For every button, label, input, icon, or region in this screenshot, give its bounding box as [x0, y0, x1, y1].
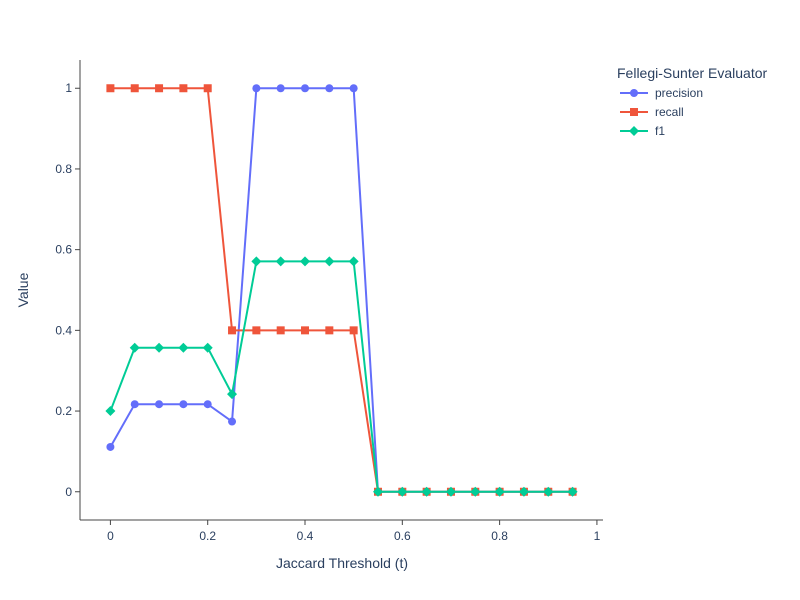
- x-axis-ticks: 0 0.2 0.4 0.6 0.8 1: [107, 520, 601, 543]
- f1-point: [105, 406, 116, 417]
- y-tick-label: 0.2: [55, 404, 72, 418]
- f1-point: [129, 342, 140, 353]
- f1-point: [154, 342, 165, 353]
- x-axis-title: Jaccard Threshold (t): [276, 555, 408, 571]
- x-tick-label: 0.2: [199, 529, 216, 543]
- recall-point: [130, 84, 139, 93]
- f1-point: [324, 256, 335, 267]
- legend-marker: [630, 108, 638, 116]
- y-axis-ticks: 0 0.2 0.4 0.6 0.8 1: [55, 81, 80, 499]
- legend-marker: [629, 126, 639, 136]
- f1-point: [543, 486, 554, 497]
- x-tick-label: 1: [594, 529, 601, 543]
- f1-point: [470, 486, 481, 497]
- precision-point: [349, 84, 358, 93]
- f1-point: [275, 256, 286, 267]
- precision-point: [155, 400, 164, 409]
- f1-point: [494, 486, 505, 497]
- precision-point: [106, 442, 115, 451]
- f1-point: [348, 256, 359, 267]
- f1-point: [397, 486, 408, 497]
- legend-title: Fellegi-Sunter Evaluator: [617, 65, 768, 81]
- f1-point: [202, 342, 213, 353]
- x-tick-label: 0.4: [297, 529, 314, 543]
- recall-point: [155, 84, 164, 93]
- recall-point: [325, 326, 334, 335]
- precision-point: [228, 417, 237, 426]
- f1-point: [227, 389, 238, 400]
- recall-point: [106, 84, 115, 93]
- recall-point: [203, 84, 212, 93]
- f1-point: [178, 342, 189, 353]
- precision-point: [325, 84, 334, 93]
- x-tick-label: 0: [107, 529, 114, 543]
- f1-point: [421, 486, 432, 497]
- legend-label: precision: [655, 86, 703, 100]
- x-tick-label: 0.8: [491, 529, 508, 543]
- f1-point: [567, 486, 578, 497]
- recall-point: [252, 326, 261, 335]
- legend-marker: [630, 89, 638, 97]
- f1-point: [251, 256, 262, 267]
- recall-point: [349, 326, 358, 335]
- precision-point: [179, 400, 188, 409]
- legend-item-f1[interactable]: f1: [620, 124, 665, 138]
- y-tick-label: 0.4: [55, 323, 72, 337]
- recall-point: [301, 326, 310, 335]
- f1-point: [372, 486, 383, 497]
- y-axis-title: Value: [15, 272, 31, 307]
- series-f1: [105, 256, 578, 497]
- legend-item-recall[interactable]: recall: [620, 105, 684, 119]
- x-tick-label: 0.6: [394, 529, 411, 543]
- y-tick-label: 0.6: [55, 243, 72, 257]
- legend-item-precision[interactable]: precision: [620, 86, 703, 100]
- legend: Fellegi-Sunter Evaluator precision recall…: [617, 65, 768, 138]
- precision-point: [301, 84, 310, 93]
- precision-point: [203, 400, 212, 409]
- series-layer: [105, 84, 578, 497]
- y-tick-label: 1: [65, 81, 72, 95]
- f1-point: [445, 486, 456, 497]
- y-tick-label: 0.8: [55, 162, 72, 176]
- recall-point: [179, 84, 188, 93]
- legend-label: recall: [655, 105, 684, 119]
- recall-point: [228, 326, 237, 335]
- precision-point: [276, 84, 285, 93]
- precision-point: [252, 84, 261, 93]
- precision-point: [130, 400, 139, 409]
- f1-point: [518, 486, 529, 497]
- y-tick-label: 0: [65, 485, 72, 499]
- recall-point: [276, 326, 285, 335]
- legend-label: f1: [655, 124, 665, 138]
- f1-point: [300, 256, 311, 267]
